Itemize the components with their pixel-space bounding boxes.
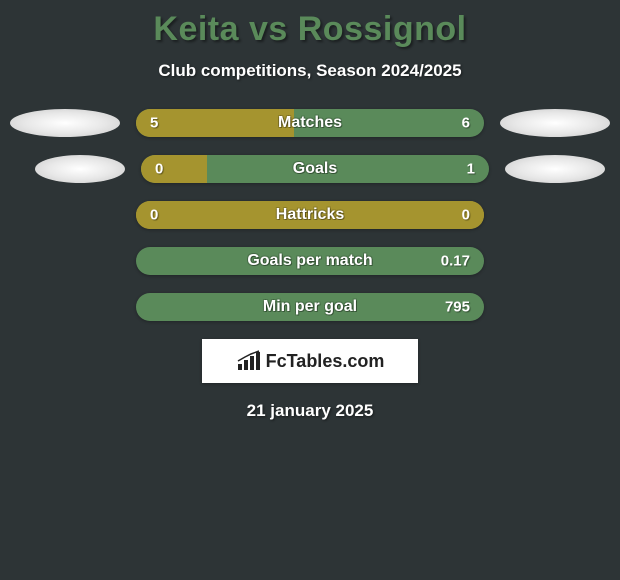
stat-bar: Min per goal 795	[136, 293, 484, 321]
date-label: 21 january 2025	[0, 401, 620, 421]
stat-label: Min per goal	[263, 298, 357, 316]
stat-bar: Goals 0 1	[141, 155, 489, 183]
bar-left-fill	[136, 109, 294, 137]
player-ellipse-left	[10, 109, 120, 137]
player-ellipse-right	[500, 109, 610, 137]
stat-row: Hattricks 0 0	[0, 201, 620, 229]
bar-left-fill	[141, 155, 207, 183]
player-ellipse-left	[35, 155, 125, 183]
stat-label: Hattricks	[276, 206, 344, 224]
stat-value-right: 795	[445, 299, 470, 316]
stat-label: Goals	[293, 160, 337, 178]
stat-value-left: 0	[150, 207, 158, 224]
stat-row: Min per goal 795	[0, 293, 620, 321]
comparison-infographic: Keita vs Rossignol Club competitions, Se…	[0, 0, 620, 421]
page-title: Keita vs Rossignol	[0, 10, 620, 49]
brand-logo-box: FcTables.com	[202, 339, 418, 383]
brand-logo: FcTables.com	[236, 350, 385, 372]
stat-row: Goals per match 0.17	[0, 247, 620, 275]
stat-value-right: 6	[462, 115, 470, 132]
stat-value-right: 0.17	[441, 253, 470, 270]
stat-value-left: 0	[155, 161, 163, 178]
stat-bar: Matches 5 6	[136, 109, 484, 137]
stat-label: Matches	[278, 114, 342, 132]
stat-value-right: 1	[467, 161, 475, 178]
page-subtitle: Club competitions, Season 2024/2025	[0, 61, 620, 81]
stat-bar: Hattricks 0 0	[136, 201, 484, 229]
stat-value-right: 0	[462, 207, 470, 224]
stat-value-left: 5	[150, 115, 158, 132]
stat-row: Goals 0 1	[0, 155, 620, 183]
chart-icon	[236, 350, 262, 372]
stat-row: Matches 5 6	[0, 109, 620, 137]
stats-container: Matches 5 6 Goals 0 1 Hattricks 0 0 Goals per mat…	[0, 109, 620, 321]
stat-label: Goals per match	[247, 252, 372, 270]
stat-bar: Goals per match 0.17	[136, 247, 484, 275]
player-ellipse-right	[505, 155, 605, 183]
brand-logo-text: FcTables.com	[266, 351, 385, 372]
